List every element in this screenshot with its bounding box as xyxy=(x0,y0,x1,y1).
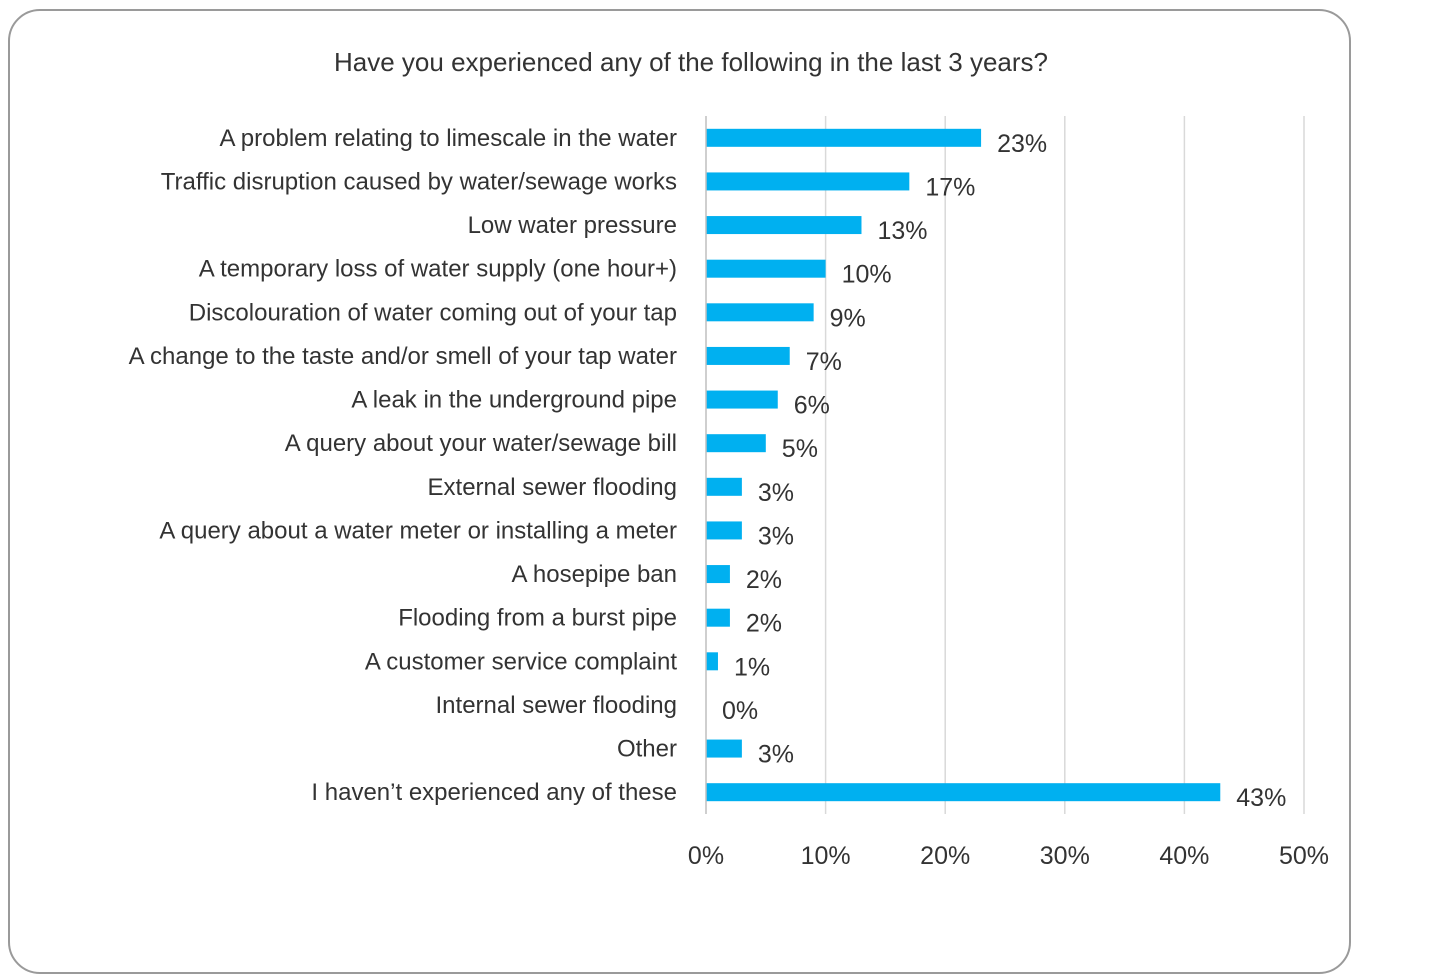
bars xyxy=(706,128,1221,802)
chart-title: Have you experienced any of the followin… xyxy=(334,47,1048,77)
category-labels: A problem relating to limescale in the w… xyxy=(129,125,678,806)
data-label: 7% xyxy=(806,348,842,376)
data-label: 43% xyxy=(1236,784,1286,812)
category-label: A leak in the underground pipe xyxy=(351,387,677,414)
data-label: 2% xyxy=(746,566,782,594)
bar xyxy=(706,172,910,191)
category-label: A change to the taste and/or smell of yo… xyxy=(129,343,677,370)
category-label: A problem relating to limescale in the w… xyxy=(219,125,677,152)
bar xyxy=(706,346,790,365)
category-label: A query about your water/sewage bill xyxy=(285,430,677,457)
data-label: 2% xyxy=(746,610,782,638)
category-label: Discolouration of water coming out of yo… xyxy=(189,299,677,326)
data-label: 9% xyxy=(830,304,866,332)
category-label: External sewer flooding xyxy=(428,474,677,501)
category-label: I haven’t experienced any of these xyxy=(311,779,677,806)
data-label: 5% xyxy=(782,435,818,463)
bar xyxy=(706,216,862,235)
x-tick-label: 10% xyxy=(801,842,851,870)
data-label: 3% xyxy=(758,479,794,507)
data-label: 3% xyxy=(758,741,794,769)
category-label: Flooding from a burst pipe xyxy=(398,605,677,632)
bar xyxy=(706,565,730,584)
x-tick-label: 0% xyxy=(688,842,724,870)
data-labels: 23%17%13%10%9%7%6%5%3%3%2%2%1%0%3%43% xyxy=(722,130,1286,812)
bar xyxy=(706,783,1221,802)
category-label: Internal sewer flooding xyxy=(436,692,677,719)
bar xyxy=(706,434,766,453)
data-label: 3% xyxy=(758,522,794,550)
bar xyxy=(706,608,730,627)
data-label: 6% xyxy=(794,392,830,420)
data-label: 1% xyxy=(734,653,770,681)
bar xyxy=(706,521,742,540)
bar xyxy=(706,259,826,278)
x-tick-labels: 0% 10% 20% 30% 40% 50% xyxy=(688,842,1329,870)
bar xyxy=(706,652,718,671)
data-label: 10% xyxy=(842,261,892,289)
data-label: 23% xyxy=(997,130,1047,158)
chart-frame xyxy=(8,9,1351,974)
bar xyxy=(706,128,982,147)
category-label: A hosepipe ban xyxy=(512,561,677,588)
category-label: Low water pressure xyxy=(468,212,677,239)
x-tick-label: 40% xyxy=(1159,842,1209,870)
category-label: A temporary loss of water supply (one ho… xyxy=(199,256,677,283)
bar xyxy=(706,303,814,322)
x-tick-label: 20% xyxy=(920,842,970,870)
category-label: Other xyxy=(617,736,677,763)
data-label: 13% xyxy=(877,217,927,245)
x-tick-label: 30% xyxy=(1040,842,1090,870)
category-label: A query about a water meter or installin… xyxy=(159,517,677,544)
x-tick-label: 50% xyxy=(1279,842,1329,870)
data-label: 17% xyxy=(925,173,975,201)
bar xyxy=(706,390,778,409)
bar xyxy=(706,477,742,496)
bar xyxy=(706,739,742,758)
category-label: A customer service complaint xyxy=(365,648,677,675)
category-label: Traffic disruption caused by water/sewag… xyxy=(161,168,677,195)
data-label: 0% xyxy=(722,697,758,725)
